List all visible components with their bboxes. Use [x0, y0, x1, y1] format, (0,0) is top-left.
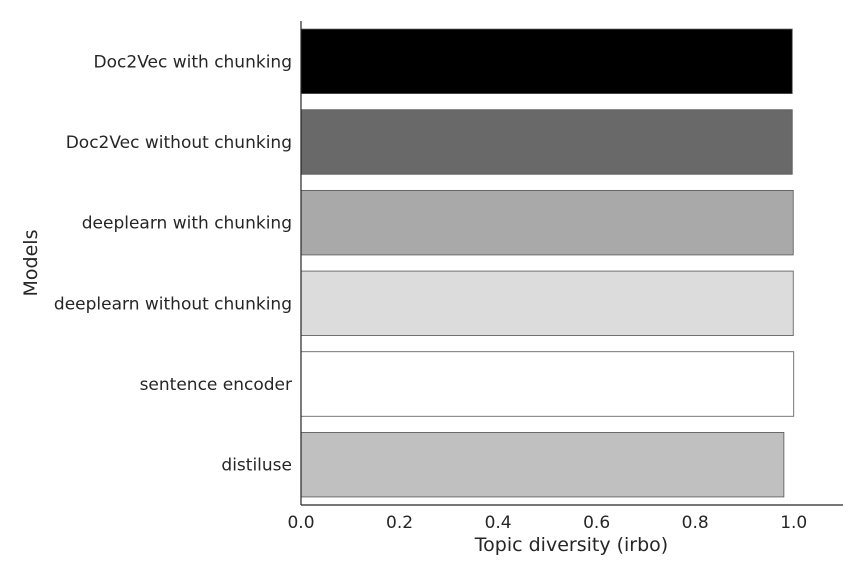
y-tick-label: deeplearn without chunking	[54, 294, 292, 314]
x-tick-label: 0.6	[583, 513, 610, 533]
y-tick-label: sentence encoder	[140, 375, 292, 395]
y-tick-label: distiluse	[221, 456, 292, 476]
x-tick-label: 0.8	[682, 513, 709, 533]
x-ticks: 0.0 0.2 0.4 0.6 0.8 1.0	[287, 513, 807, 533]
y-tick-label: Doc2Vec with chunking	[94, 52, 292, 72]
y-tick-label: deeplearn with chunking	[82, 214, 292, 234]
bar-3	[300, 189, 794, 256]
bar-2	[300, 109, 793, 175]
bar-1	[300, 28, 793, 94]
x-tick-label: 0.4	[485, 513, 512, 533]
x-tick-label: 0.0	[287, 513, 314, 533]
bar-4	[300, 270, 794, 337]
y-axis-title: Models	[20, 230, 42, 297]
y-tick-label: Doc2Vec without chunking	[66, 133, 292, 153]
bars-group	[300, 28, 795, 498]
x-tick-label: 0.2	[386, 513, 413, 533]
x-axis-title: Topic diversity (irbo)	[474, 534, 668, 556]
bar-5	[300, 351, 795, 417]
bar-6	[300, 431, 785, 498]
x-tick-label: 1.0	[780, 513, 807, 533]
y-tick-labels: Doc2Vec with chunking Doc2Vec without chu…	[54, 52, 292, 475]
